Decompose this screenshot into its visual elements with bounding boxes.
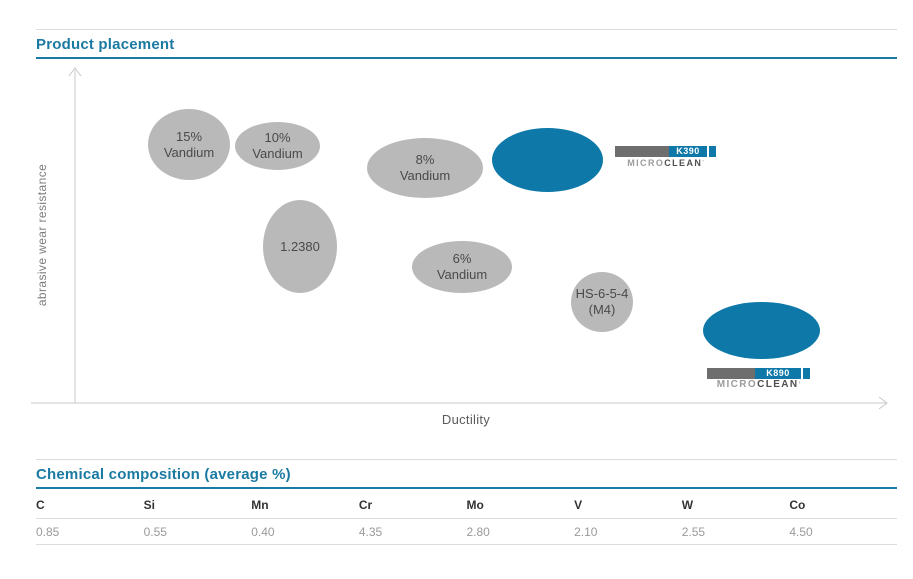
trademark-icon: ’: [798, 382, 801, 388]
composition-values-row: 0.85 0.55 0.40 4.35 2.80 2.10 2.55 4.50: [36, 524, 897, 540]
composition-header-row: C Si Mn Cr Mo V W Co: [36, 497, 897, 513]
chart-title-underline: [36, 57, 897, 59]
composition-section-title: Chemical composition (average %): [36, 466, 291, 483]
bubble-15-vandium: 15% Vandium: [148, 109, 230, 180]
logo-end-square-icon: [803, 368, 810, 379]
value-co: 4.50: [789, 525, 813, 539]
column-header-cr: Cr: [358, 498, 373, 512]
y-axis-arrow-icon: [68, 67, 82, 77]
value-c: 0.85: [36, 525, 60, 539]
bubble-10-vandium-label: 10% Vandium: [252, 130, 303, 161]
y-axis-label: abrasive wear resistance: [35, 163, 49, 307]
bubble-k390: [492, 128, 603, 192]
column-header-si: Si: [143, 498, 155, 512]
microclean-wordmark: MICROCLEAN’: [615, 158, 716, 168]
column-header-v: V: [574, 498, 583, 512]
composition-top-divider: [36, 459, 897, 460]
x-axis-arrow-icon: [878, 396, 888, 410]
logo-gray-segment: [615, 146, 669, 157]
brand-micro-text: MICRO: [627, 158, 665, 168]
logo-k890: K890 MICROCLEAN’: [707, 368, 810, 390]
bubble-hs-6-5-4-m4-label: HS-6-5-4 (M4): [575, 286, 629, 317]
composition-header-divider: [36, 518, 897, 519]
composition-title-underline: [36, 487, 897, 489]
value-v: 2.10: [574, 525, 598, 539]
composition-bottom-divider: [36, 544, 897, 545]
column-header-mo: Mo: [466, 498, 484, 512]
x-axis-label: Ductility: [441, 412, 491, 427]
bubble-10-vandium: 10% Vandium: [235, 122, 320, 170]
product-code-label: K390: [669, 146, 707, 157]
bubble-8-vandium: 8% Vandium: [367, 138, 483, 198]
logo-k390-bar: K390: [615, 146, 716, 157]
bubble-k890: [703, 302, 820, 359]
bubble-hs-6-5-4-m4: HS-6-5-4 (M4): [571, 272, 633, 332]
column-header-mn: Mn: [251, 498, 269, 512]
column-header-w: W: [681, 498, 694, 512]
logo-k390: K390 MICROCLEAN’: [615, 146, 716, 168]
logo-end-square-icon: [709, 146, 716, 157]
microclean-wordmark: MICROCLEAN’: [707, 380, 810, 390]
brand-clean-text: CLEAN: [664, 158, 703, 168]
value-w: 2.55: [681, 525, 706, 539]
bubble-6-vandium: 6% Vandium: [412, 241, 512, 293]
bubble-1-2380-label: 1.2380: [280, 238, 320, 254]
value-si: 0.55: [143, 525, 167, 539]
bubble-8-vandium-label: 8% Vandium: [399, 152, 451, 183]
brand-micro-text: MICRO: [716, 379, 758, 390]
bubble-15-vandium-label: 15% Vandium: [163, 128, 215, 160]
value-cr: 4.35: [358, 525, 383, 539]
trademark-icon: ’: [702, 160, 704, 166]
column-header-c: C: [36, 498, 45, 512]
bubble-1-2380: 1.2380: [263, 200, 337, 293]
bubble-6-vandium-label: 6% Vandium: [436, 251, 488, 282]
product-code-label: K890: [755, 368, 801, 379]
brand-clean-text: CLEAN: [757, 379, 799, 390]
top-divider: [36, 29, 897, 30]
logo-k890-bar: K890: [707, 368, 810, 379]
value-mn: 0.40: [251, 525, 275, 539]
logo-gray-segment: [707, 368, 755, 379]
value-mo: 2.80: [466, 525, 490, 539]
chart-section-title: Product placement: [36, 36, 175, 53]
column-header-co: Co: [789, 498, 806, 512]
